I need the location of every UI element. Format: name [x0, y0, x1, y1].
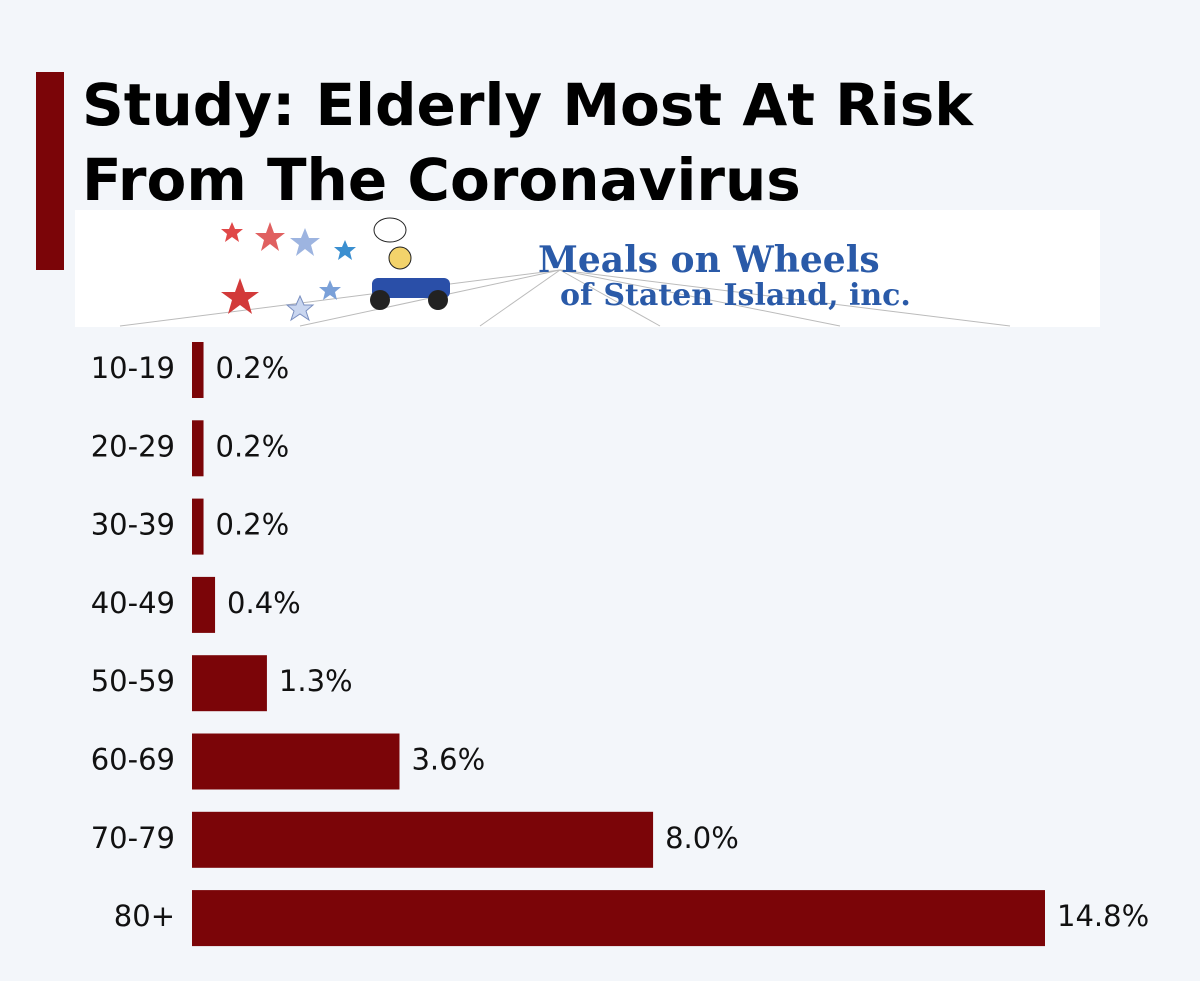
category-label: 20-29	[91, 429, 175, 463]
bar	[192, 420, 204, 477]
category-label: 10-19	[91, 351, 175, 385]
category-label: 60-69	[91, 743, 175, 777]
chart-title: From The Coronavirus	[82, 146, 801, 214]
category-label: 80+	[114, 899, 175, 933]
value-label: 14.8%	[1057, 899, 1149, 933]
bar	[192, 342, 204, 398]
logo-car	[370, 217, 450, 310]
category-label: 70-79	[91, 821, 175, 855]
value-label: 0.2%	[216, 351, 290, 385]
value-label: 0.2%	[216, 429, 290, 463]
bar	[192, 498, 204, 555]
category-label: 40-49	[91, 586, 175, 620]
value-label: 0.4%	[227, 586, 301, 620]
bar	[192, 890, 1045, 947]
bar	[192, 576, 216, 633]
bar	[192, 655, 267, 712]
chart-title: Study: Elderly Most At Risk	[82, 71, 974, 139]
value-label: 8.0%	[665, 821, 739, 855]
category-label: 30-39	[91, 508, 175, 542]
value-label: 0.2%	[216, 508, 290, 542]
value-label: 1.3%	[279, 664, 353, 698]
category-label: 50-59	[91, 664, 175, 698]
title-accent	[36, 72, 64, 270]
bar	[192, 733, 400, 790]
bar	[192, 811, 654, 868]
logo-text: of Staten Island, inc.	[560, 278, 911, 313]
logo: Meals on Wheels of Staten Island, inc.	[75, 210, 1100, 327]
logo-text: Meals on Wheels	[538, 239, 880, 281]
logo-stars	[221, 222, 356, 322]
value-label: 3.6%	[411, 743, 485, 777]
